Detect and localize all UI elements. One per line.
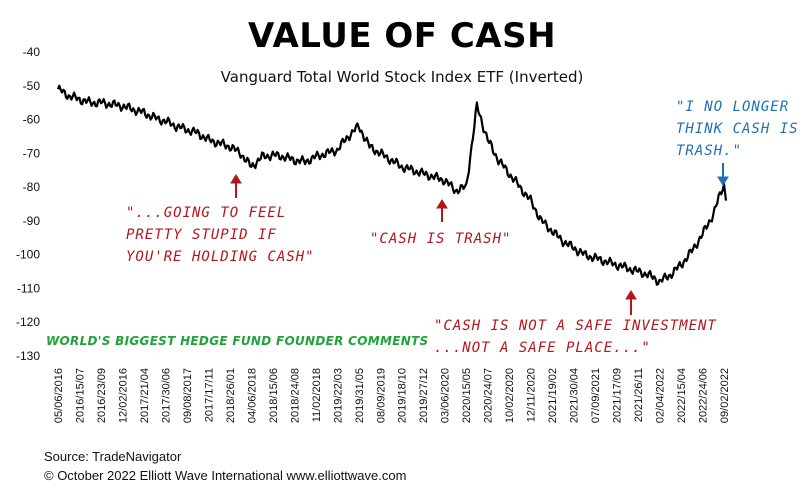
x-tick-label: 08/09/2019 — [375, 368, 387, 423]
x-tick-label: 2021/19/02 — [547, 368, 559, 423]
x-tick-label: 2022/15/04 — [676, 368, 688, 423]
x-tick-label: 2018/15/06 — [268, 368, 280, 423]
annotation-arrows — [230, 163, 729, 315]
arrow-up-icon — [436, 199, 448, 222]
x-tick-label: 12/02/2016 — [117, 368, 129, 423]
annotation-no-longer-trash: "I NO LONGER THINK CASH IS TRASH." — [676, 99, 799, 159]
x-tick-label: 03/06/2020 — [440, 368, 452, 423]
x-tick-label: 2021/30/04 — [569, 368, 581, 423]
x-tick-label: 2019/27/12 — [418, 368, 430, 423]
annotation-hedge-fund: WORLD'S BIGGEST HEDGE FUND FOUNDER COMME… — [46, 334, 429, 348]
x-tick-label: 11/02/2018 — [311, 368, 323, 422]
x-tick-label: 09/08/2017 — [182, 368, 194, 423]
x-tick-label: 05/06/2016 — [53, 368, 65, 423]
x-tick-label: 09/02/2022 — [719, 368, 731, 423]
y-tick-label: -110 — [17, 281, 40, 295]
x-tick-label: 2017/17/11 — [203, 368, 215, 422]
annotation-not-safe: "CASH IS NOT A SAFE INVESTMENT ...NOT A … — [434, 318, 717, 356]
x-tick-label: 04/06/2018 — [246, 368, 258, 423]
x-tick-label: 2021/26/11 — [633, 368, 645, 422]
series-line — [56, 84, 728, 286]
y-tick-label: -60 — [23, 113, 41, 127]
arrow-up-icon — [230, 174, 242, 198]
x-tick-label: 2016/15/07 — [74, 368, 86, 423]
y-tick-label: -80 — [23, 180, 41, 194]
x-tick-label: 10/02/2020 — [504, 368, 516, 423]
arrow-up-icon — [625, 290, 637, 315]
annotation-cash-is-trash: "CASH IS TRASH" — [370, 231, 512, 247]
y-tick-label: -90 — [23, 214, 41, 228]
x-tick-label: 2017/30/06 — [160, 368, 172, 423]
chart-title: VALUE OF CASH — [247, 16, 557, 56]
y-tick-label: -130 — [16, 349, 40, 363]
source-text: Source: TradeNavigator — [44, 449, 182, 464]
annotation-stupid-cash: "...GOING TO FEEL PRETTY STUPID IF YOU'R… — [126, 205, 315, 265]
chart-subtitle: Vanguard Total World Stock Index ETF (In… — [220, 68, 584, 86]
x-tick-label: 2019/18/10 — [397, 368, 409, 423]
x-tick-label: 2022/24/06 — [698, 368, 710, 423]
x-tick-label: 12/11/2020 — [526, 368, 538, 422]
x-tick-label: 2020/24/07 — [483, 368, 495, 423]
x-tick-label: 2019/22/03 — [332, 368, 344, 423]
x-tick-label: 2016/23/09 — [96, 368, 108, 423]
y-tick-label: -40 — [23, 45, 41, 59]
arrow-down-icon — [717, 163, 729, 186]
y-tick-label: -70 — [23, 146, 41, 160]
x-tick-label: 2020/15/05 — [461, 368, 473, 423]
x-tick-label: 02/04/2022 — [655, 368, 667, 423]
y-tick-label: -100 — [16, 248, 40, 262]
x-tick-label: 2017/21/04 — [139, 368, 151, 423]
y-tick-label: -50 — [23, 79, 41, 93]
x-axis-ticks: 05/06/2016 2016/15/07 2016/23/09 12/02/2016… — [53, 368, 731, 423]
x-tick-label: 2018/26/01 — [225, 368, 237, 423]
y-axis-ticks: -40 -50 -60 -70 -80 -90 -100 -110 -120 -130 — [16, 45, 40, 363]
x-tick-label: 2021/17/09 — [612, 368, 624, 423]
copyright-text: © October 2022 Elliott Wave Internationa… — [44, 468, 407, 483]
x-tick-label: 2019/31/05 — [354, 368, 366, 423]
y-tick-label: -120 — [16, 315, 40, 329]
x-tick-label: 07/09/2021 — [590, 368, 602, 423]
x-tick-label: 2018/24/08 — [289, 368, 301, 423]
